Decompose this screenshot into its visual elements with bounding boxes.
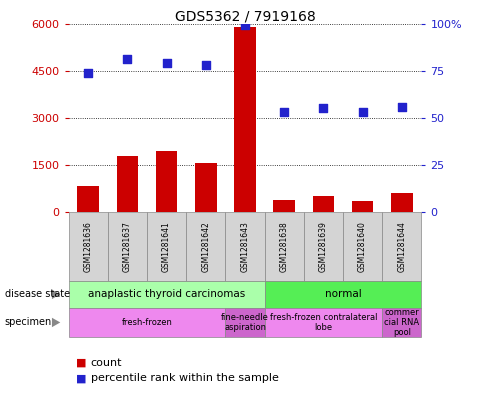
Bar (273, 200, 295, 212)
Text: fresh-frozen contralateral
lobe: fresh-frozen contralateral lobe (270, 313, 377, 332)
Text: GSM1281637: GSM1281637 (123, 221, 132, 272)
Text: GSM1281638: GSM1281638 (280, 221, 289, 272)
Point (280, 109, 288, 116)
Text: GDS5362 / 7919168: GDS5362 / 7919168 (174, 10, 316, 24)
Text: normal: normal (325, 289, 362, 299)
Text: GSM1281641: GSM1281641 (162, 221, 171, 272)
Point (123, 56, 131, 62)
Point (163, 60, 171, 66)
Point (241, 22, 249, 29)
Text: commer
cial RNA
pool: commer cial RNA pool (384, 308, 419, 337)
Point (398, 103, 406, 110)
Text: ■: ■ (76, 373, 86, 384)
Text: fine-needle
aspiration: fine-needle aspiration (221, 313, 269, 332)
Text: GSM1281643: GSM1281643 (241, 221, 249, 272)
Bar (313, 196, 334, 212)
Text: anaplastic thyroid carcinomas: anaplastic thyroid carcinomas (88, 289, 245, 299)
Bar (391, 193, 413, 212)
Bar (156, 151, 177, 212)
Text: disease state: disease state (5, 289, 70, 299)
Text: count: count (91, 358, 122, 368)
Point (84, 70, 92, 76)
Bar (117, 156, 138, 212)
Text: GSM1281642: GSM1281642 (201, 221, 210, 272)
Bar (195, 163, 217, 212)
Bar (234, 28, 256, 212)
Text: GSM1281644: GSM1281644 (397, 221, 406, 272)
Text: GSM1281636: GSM1281636 (84, 221, 93, 272)
Text: specimen: specimen (5, 318, 52, 327)
Bar (77, 186, 99, 212)
Text: fresh-frozen: fresh-frozen (122, 318, 172, 327)
Text: GSM1281639: GSM1281639 (319, 221, 328, 272)
Text: ■: ■ (76, 358, 86, 368)
Text: percentile rank within the sample: percentile rank within the sample (91, 373, 278, 384)
Point (319, 105, 327, 112)
Point (202, 62, 210, 68)
Bar (352, 201, 373, 212)
Text: GSM1281640: GSM1281640 (358, 221, 367, 272)
Point (359, 109, 367, 116)
